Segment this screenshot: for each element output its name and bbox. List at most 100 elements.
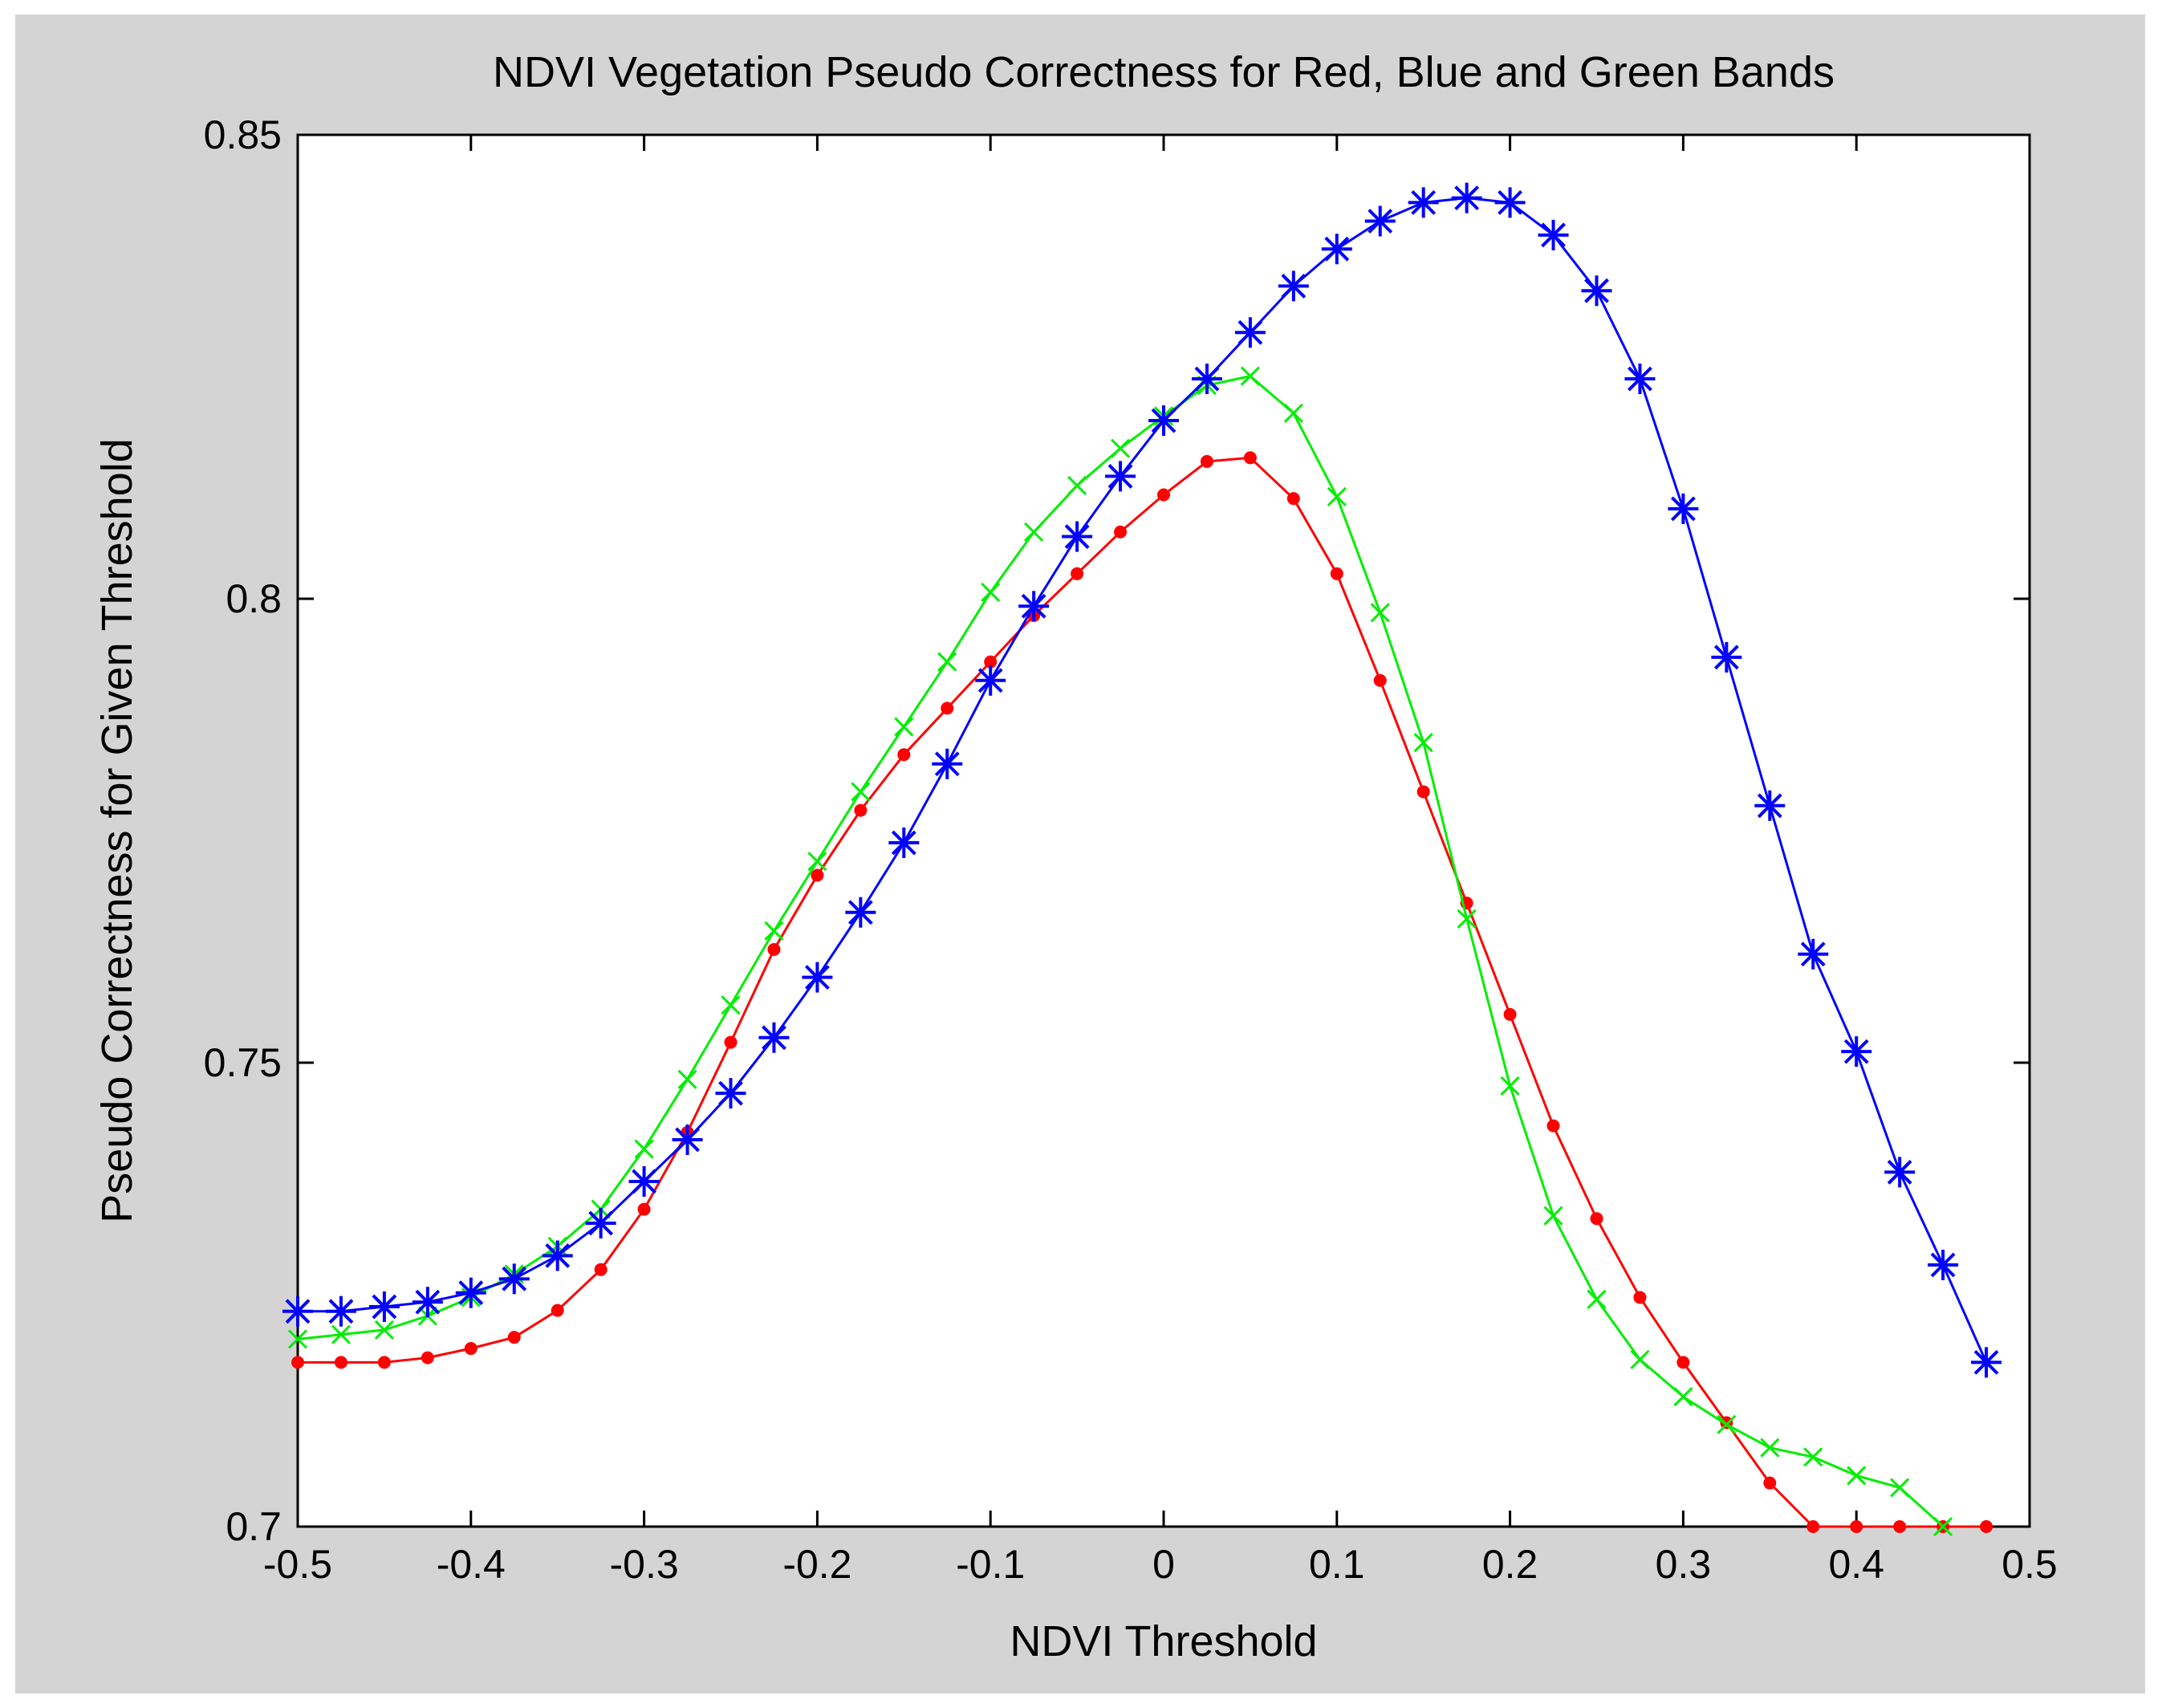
data-point-blue	[1018, 591, 1050, 622]
data-point-red	[291, 1356, 304, 1369]
data-point-green	[1760, 1438, 1780, 1458]
data-point-blue	[628, 1165, 660, 1197]
data-point-green	[1067, 475, 1087, 496]
data-point-green	[1890, 1478, 1910, 1498]
data-point-green	[1673, 1387, 1693, 1407]
data-point-green	[894, 717, 914, 737]
data-point-red	[507, 1331, 521, 1344]
data-point-green	[807, 852, 827, 872]
y-tick-label: 0.75	[204, 1040, 282, 1085]
x-tick-label: 0.3	[1656, 1542, 1712, 1587]
x-tick-label: -0.3	[610, 1542, 679, 1587]
series-green	[287, 366, 1953, 1537]
x-axis: -0.5 -0.4 -0.3 -0.2 -0.1 0 0.1 0.2 0.3 0.4 0.5	[263, 135, 2058, 1587]
data-point-red	[594, 1263, 608, 1276]
x-tick-label: -0.4	[437, 1542, 506, 1587]
data-point-green	[677, 1069, 697, 1089]
data-point-green	[1500, 1076, 1520, 1096]
y-axis: 0.7 0.75 0.8 0.85	[204, 112, 2030, 1549]
data-point-red	[1503, 1007, 1517, 1021]
data-point-red	[1806, 1520, 1820, 1533]
data-point-green	[1283, 403, 1303, 423]
plot-area	[296, 133, 2031, 1528]
chart-title: NDVI Vegetation Pseudo Correctness for R…	[493, 48, 1835, 96]
data-point-green	[1370, 603, 1390, 623]
data-point-red	[1980, 1520, 1993, 1533]
x-tick-label: 0.5	[2001, 1542, 2058, 1587]
data-point-red	[1330, 567, 1343, 580]
data-point-red	[854, 803, 868, 817]
data-point-blue	[282, 1295, 313, 1327]
data-point-blue	[1321, 234, 1352, 265]
data-point-green	[1024, 522, 1044, 542]
y-tick-label: 0.8	[226, 576, 282, 621]
data-point-blue	[325, 1295, 356, 1327]
y-tick-label: 0.85	[204, 112, 282, 157]
data-point-blue	[672, 1124, 703, 1155]
data-point-red	[1286, 492, 1300, 506]
x-tick-label: 0.4	[1828, 1542, 1884, 1587]
data-point-red	[1114, 525, 1128, 539]
data-point-green	[721, 995, 741, 1015]
data-point-blue	[1105, 461, 1136, 492]
data-point-blue	[1884, 1157, 1916, 1188]
data-point-green	[981, 582, 1001, 602]
series-blue	[282, 182, 2002, 1378]
data-point-green	[1457, 909, 1477, 929]
x-tick-label: -0.2	[782, 1542, 851, 1587]
data-point-green	[287, 1329, 308, 1349]
data-point-red	[1416, 785, 1430, 799]
data-point-green	[1847, 1466, 1867, 1486]
series-line-red	[298, 456, 1986, 1528]
x-tick-label: 0	[1152, 1542, 1175, 1587]
data-point-red	[464, 1342, 478, 1356]
data-point-red	[551, 1303, 564, 1317]
data-point-blue	[455, 1277, 486, 1308]
data-point-blue	[1754, 790, 1786, 821]
data-point-blue	[542, 1240, 573, 1271]
data-point-red	[1243, 451, 1257, 465]
series-line-blue	[298, 197, 1988, 1364]
data-point-red	[1071, 567, 1084, 580]
data-point-green	[634, 1139, 654, 1159]
data-point-red	[1546, 1119, 1560, 1133]
data-point-blue	[1624, 364, 1656, 395]
data-point-blue	[715, 1078, 746, 1109]
data-point-blue	[758, 1022, 790, 1053]
y-axis-title: Pseudo Correctness for Given Threshold	[93, 438, 141, 1222]
series-layer	[282, 182, 2002, 1537]
data-point-green	[937, 652, 957, 672]
data-point-red	[724, 1035, 738, 1049]
data-point-red	[1157, 488, 1170, 502]
data-point-blue	[412, 1287, 443, 1318]
data-point-red	[897, 748, 911, 762]
data-point-blue	[1581, 275, 1612, 307]
y-tick-label: 0.7	[226, 1504, 282, 1549]
data-point-red	[421, 1351, 434, 1364]
data-point-blue	[1971, 1347, 2002, 1378]
x-tick-label: -0.1	[956, 1542, 1025, 1587]
x-tick-label: 0.2	[1482, 1542, 1538, 1587]
data-point-blue	[1364, 205, 1396, 237]
data-point-blue	[1841, 1036, 1872, 1068]
data-point-red	[984, 655, 998, 669]
data-point-green	[1110, 438, 1131, 458]
data-point-blue	[1494, 187, 1526, 218]
data-point-blue	[845, 897, 876, 928]
data-point-blue	[1711, 641, 1742, 673]
data-point-green	[851, 782, 871, 802]
data-point-red	[1893, 1520, 1907, 1533]
data-point-green	[1413, 733, 1433, 753]
data-point-red	[1373, 673, 1387, 687]
data-point-blue	[498, 1263, 530, 1295]
data-point-red	[377, 1356, 391, 1369]
data-point-blue	[1062, 521, 1093, 552]
data-point-blue	[1451, 182, 1482, 214]
data-point-green	[1240, 366, 1260, 386]
data-point-red	[811, 868, 824, 882]
data-point-green	[1543, 1206, 1563, 1226]
data-point-red	[1763, 1476, 1777, 1490]
data-point-green	[764, 921, 784, 941]
data-point-blue	[585, 1207, 616, 1238]
data-point-blue	[1191, 364, 1222, 395]
